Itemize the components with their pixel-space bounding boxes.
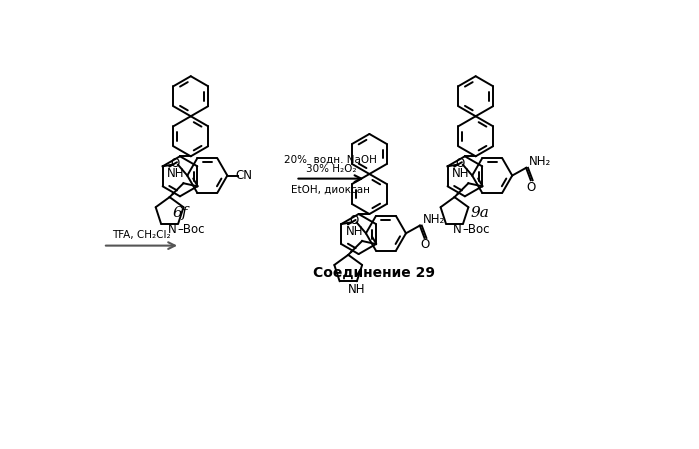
Text: NH: NH <box>167 167 185 180</box>
Text: N: N <box>168 223 177 236</box>
Text: EtOH, диоксан: EtOH, диоксан <box>291 185 370 194</box>
Text: O: O <box>527 180 536 194</box>
Text: NH₂: NH₂ <box>529 155 551 168</box>
Text: Соединение 29: Соединение 29 <box>313 265 435 280</box>
Text: –Boc: –Boc <box>462 223 490 236</box>
Text: N: N <box>453 223 461 236</box>
Text: NH: NH <box>452 167 470 180</box>
Text: 6f: 6f <box>172 206 187 220</box>
Text: 30% H₂O₂: 30% H₂O₂ <box>305 164 356 174</box>
Text: 9a: 9a <box>471 206 490 220</box>
Text: O: O <box>349 215 358 228</box>
Text: O: O <box>455 157 465 170</box>
Text: TFA, CH₂Cl₂: TFA, CH₂Cl₂ <box>112 230 171 240</box>
Text: CN: CN <box>236 169 253 182</box>
Text: NH: NH <box>345 225 363 238</box>
Text: O: O <box>421 238 430 251</box>
Text: O: O <box>171 157 180 170</box>
Text: –Boc: –Boc <box>178 223 205 236</box>
Text: NH₂: NH₂ <box>423 213 445 226</box>
Text: NH: NH <box>348 282 366 295</box>
Text: 20%  водн. NaOH: 20% водн. NaOH <box>284 155 377 165</box>
